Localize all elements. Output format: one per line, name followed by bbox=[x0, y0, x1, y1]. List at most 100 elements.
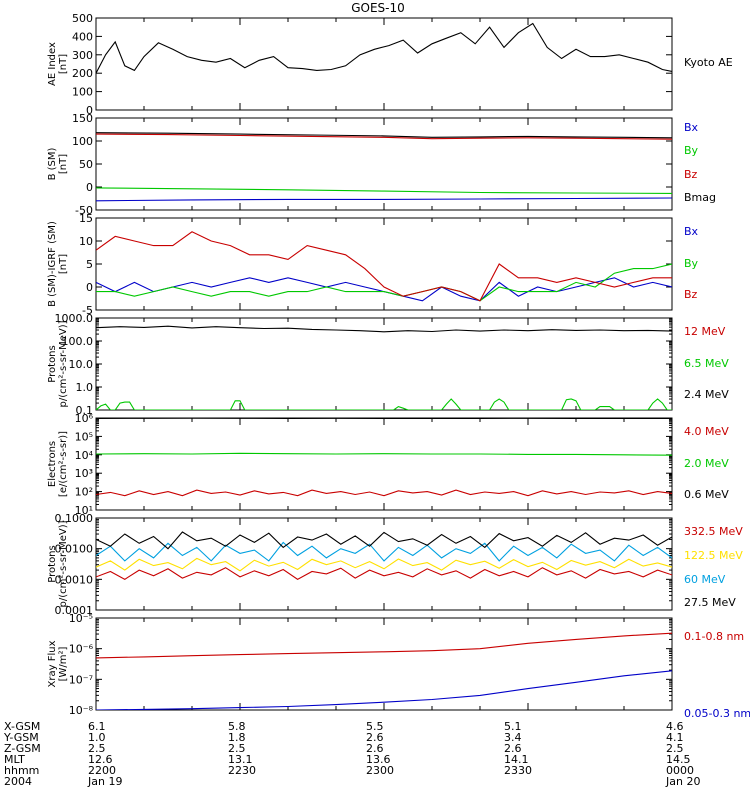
legend-entry: 2.4 MeV bbox=[684, 388, 729, 401]
orbit-cell: 6.1 bbox=[88, 720, 106, 733]
orbit-table: X-GSMY-GSMZ-GSMMLThhmm20046.11.02.512.62… bbox=[3, 720, 700, 788]
y-tick-label: 10⁻⁸ bbox=[69, 704, 94, 717]
y-tick-label: 1000.0 bbox=[55, 312, 94, 325]
series-line-2-0-mev bbox=[96, 452, 672, 456]
orbit-cell: 2.5 bbox=[88, 742, 106, 755]
orbit-cell: 12.6 bbox=[88, 753, 113, 766]
legend-entry: 2.0 MeV bbox=[684, 457, 729, 470]
orbit-cell: Jan 20 bbox=[665, 775, 700, 788]
series-line-2-4-mev bbox=[96, 325, 672, 333]
panel-frame bbox=[95, 117, 673, 211]
series-line-by bbox=[96, 263, 672, 302]
y-tick-label: 50 bbox=[79, 158, 93, 171]
series-line-4-0-mev bbox=[96, 489, 672, 497]
y-axis-label: Xray Flux[W/m²] bbox=[47, 640, 69, 687]
orbit-row-label: hhmm bbox=[4, 764, 39, 777]
legend-entry: Kyoto AE bbox=[684, 56, 733, 69]
series-line-0-1-0-8-nm bbox=[96, 632, 672, 659]
y-axis-label-line: [e/(cm²-s-sr)] bbox=[58, 431, 69, 497]
series-line-6-5-mev bbox=[96, 398, 672, 410]
orbit-cell: 4.6 bbox=[666, 720, 684, 733]
orbit-cell: 3.4 bbox=[504, 731, 522, 744]
y-axis-label: AE Index[nT] bbox=[47, 42, 69, 86]
y-tick-label: 100 bbox=[72, 86, 93, 99]
y-axis-label-line: AE Index bbox=[47, 42, 58, 86]
y-axis-label-line: p/(cm²-s-sr-MeV)] bbox=[58, 520, 69, 607]
legend-entry: 332.5 MeV bbox=[684, 525, 743, 538]
orbit-cell: 2200 bbox=[88, 764, 116, 777]
y-tick-label: 10⁴ bbox=[75, 449, 94, 462]
orbit-row-label: Z-GSM bbox=[4, 742, 41, 755]
orbit-cell: 2.5 bbox=[666, 742, 684, 755]
y-tick-label: 10¹ bbox=[75, 504, 93, 517]
panel-4: 0.11.010.0100.01000.0Protonsp/(cm²-s-sr-… bbox=[47, 312, 729, 417]
series-line-bmag bbox=[96, 132, 672, 139]
y-tick-label: 10² bbox=[75, 486, 93, 499]
y-tick-label: 300 bbox=[72, 49, 93, 62]
y-tick-label: -50 bbox=[75, 204, 93, 217]
panel-7: 10⁻⁸ 10⁻⁷ 10⁻⁶ 10⁻⁵ Xray Flux[W/m²] 0.1-0.8 n… bbox=[47, 612, 750, 720]
orbit-cell: 1.0 bbox=[88, 731, 106, 744]
series-line-122-5-mev bbox=[96, 557, 672, 572]
legend-entry: 12 MeV bbox=[684, 325, 726, 338]
y-tick-label: 10 bbox=[79, 235, 93, 248]
orbit-cell: 4.1 bbox=[666, 731, 684, 744]
series-line-bx bbox=[96, 197, 672, 202]
orbit-cell: 2.6 bbox=[366, 742, 384, 755]
panel-2: -50 0 50 100 150 B (SM)[nT] Bx By Bz Bmag bbox=[47, 112, 716, 217]
series-line-by bbox=[96, 187, 672, 194]
orbit-cell: 2300 bbox=[366, 764, 394, 777]
y-tick-label: 100.0 bbox=[62, 335, 94, 348]
legend-entry: Bz bbox=[684, 168, 698, 181]
y-axis-label-line: [nT] bbox=[58, 154, 69, 174]
panel-5: 10¹ 10² 10³ 10⁴ 10⁵ 10⁶ Electrons[e/(cm²-s-sr)… bbox=[47, 412, 729, 517]
y-axis-label-line: Electrons bbox=[47, 441, 58, 487]
orbit-cell: 2230 bbox=[228, 764, 256, 777]
y-tick-label: 1.0 bbox=[76, 381, 94, 394]
y-axis-label: B (SM)-IGRF (SM)[nT] bbox=[47, 221, 69, 307]
y-tick-label: 10⁶ bbox=[75, 412, 94, 425]
series-line-kyoto-ae bbox=[96, 22, 672, 74]
legend-entry: Bz bbox=[684, 288, 698, 301]
legend-entry: 0.1-0.8 nm bbox=[684, 630, 744, 643]
y-tick-label: 0 bbox=[86, 181, 93, 194]
orbit-cell: 2330 bbox=[504, 764, 532, 777]
y-tick-label: 15 bbox=[79, 212, 93, 225]
legend-entry: Bx bbox=[684, 121, 699, 134]
y-tick-label: 0 bbox=[86, 104, 93, 117]
y-axis-label: B (SM)[nT] bbox=[47, 147, 69, 180]
series-line-0-05-0-3-nm bbox=[96, 670, 672, 710]
orbit-cell: 2.6 bbox=[366, 731, 384, 744]
panel-frame bbox=[95, 617, 673, 711]
panel-6: 0.00010.00100.01000.1000Protonsp/(cm²-s-… bbox=[47, 512, 743, 617]
y-axis-label: Protonsp/(cm²-s-sr-MeV)] bbox=[47, 320, 69, 407]
orbit-cell: Jan 19 bbox=[87, 775, 122, 788]
legend-entry: Bx bbox=[684, 225, 699, 238]
y-tick-label: 5 bbox=[86, 258, 93, 271]
y-tick-label: 400 bbox=[72, 30, 93, 43]
legend-entry: 4.0 MeV bbox=[684, 425, 729, 438]
y-tick-label: 0.1000 bbox=[55, 512, 94, 525]
legend-entry: 27.5 MeV bbox=[684, 596, 736, 609]
orbit-cell: 13.6 bbox=[366, 753, 391, 766]
orbit-row-label: X-GSM bbox=[4, 720, 40, 733]
y-axis-label-line: Protons bbox=[47, 345, 58, 382]
legend-entry: 60 MeV bbox=[684, 573, 726, 586]
y-tick-label: 200 bbox=[72, 67, 93, 80]
orbit-cell: 5.5 bbox=[366, 720, 384, 733]
panel-3: -5 0 5 10 15 B (SM)-IGRF (SM)[nT] Bx By Bz bbox=[47, 212, 699, 317]
y-axis-label-line: [nT] bbox=[58, 254, 69, 274]
orbit-cell: 5.8 bbox=[228, 720, 246, 733]
orbit-row-label: MLT bbox=[4, 753, 25, 766]
panel-1: 0 100 200 300 400 500 AE Index[nT] Kyoto AE bbox=[47, 12, 733, 117]
y-tick-label: 10⁻⁵ bbox=[69, 612, 93, 625]
y-tick-label: 0.1 bbox=[76, 404, 94, 417]
y-tick-label: 10⁻⁶ bbox=[69, 643, 94, 656]
y-tick-label: 100 bbox=[72, 135, 93, 148]
legend-entry: 0.05-0.3 nm bbox=[684, 707, 750, 720]
y-axis-label-line: p/(cm²-s-sr-MeV)] bbox=[58, 320, 69, 407]
y-axis-label-line: B (SM) bbox=[47, 147, 58, 180]
series-line-bz bbox=[96, 231, 672, 302]
